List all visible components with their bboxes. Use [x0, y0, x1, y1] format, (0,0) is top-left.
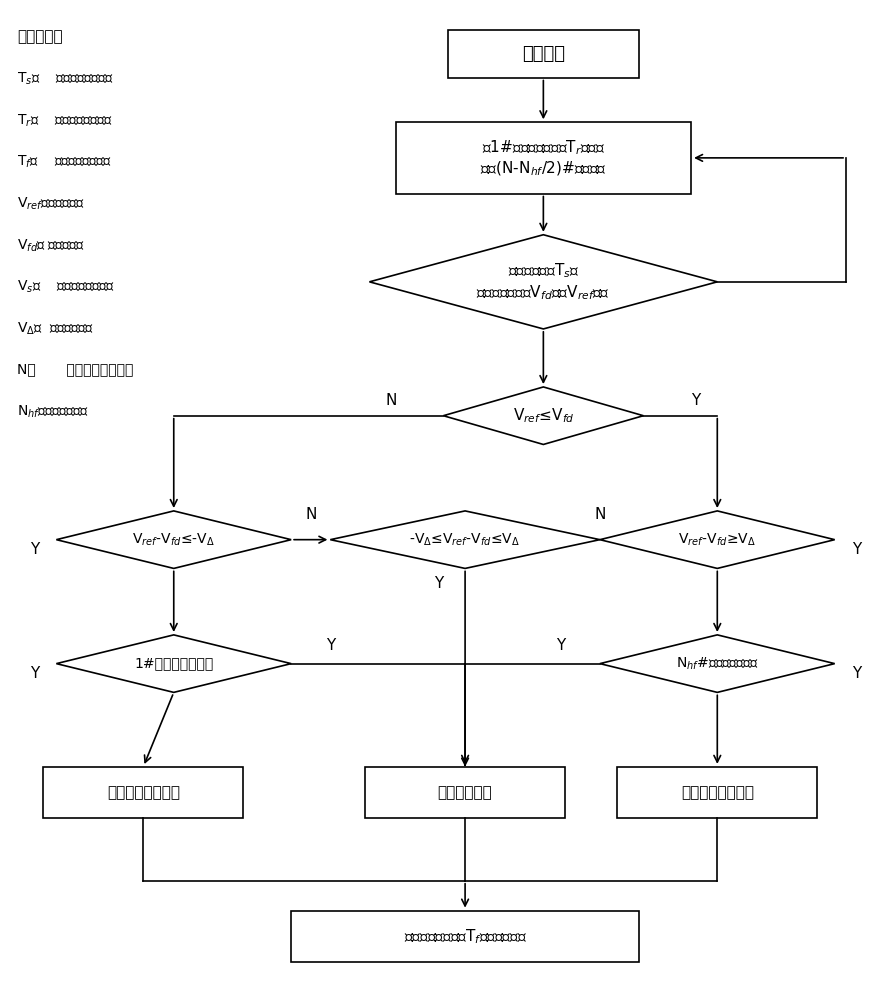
Text: T$_s$：    闭环采样运算周期: T$_s$： 闭环采样运算周期	[18, 71, 114, 87]
Bar	[447, 30, 638, 78]
Text: Y: Y	[433, 576, 443, 591]
Polygon shape	[599, 635, 834, 692]
Bar	[291, 911, 638, 962]
Bar	[617, 767, 816, 818]
Text: Y: Y	[851, 666, 860, 681]
Text: N$_{hf}$#高频模块已开启: N$_{hf}$#高频模块已开启	[675, 655, 758, 672]
Text: 保持高频模块: 保持高频模块	[438, 785, 492, 800]
Text: 增加一个高频模块: 增加一个高频模块	[680, 785, 753, 800]
Polygon shape	[443, 387, 643, 444]
Text: Y: Y	[30, 666, 39, 681]
Text: N：       预计启动模块个数: N： 预计启动模块个数	[18, 362, 133, 376]
Text: T$_r$：    开环上升时间间隔: T$_r$： 开环上升时间间隔	[18, 112, 112, 129]
Bar	[365, 767, 565, 818]
Text: Y: Y	[325, 638, 335, 653]
Polygon shape	[330, 511, 599, 568]
Text: 脉冲时间到，间隔T$_f$关闭所有模块: 脉冲时间到，间隔T$_f$关闭所有模块	[403, 927, 526, 946]
Text: V$_{ref}$-V$_{fd}$≥V$_\Delta$: V$_{ref}$-V$_{fd}$≥V$_\Delta$	[678, 531, 755, 548]
Text: 参数说明：: 参数说明：	[18, 29, 63, 44]
Text: N: N	[594, 507, 605, 522]
Bar	[43, 767, 243, 818]
Text: N$_{hf}$：高频模块个数: N$_{hf}$：高频模块个数	[18, 404, 89, 420]
Polygon shape	[56, 635, 291, 692]
Text: 启动信号: 启动信号	[521, 45, 564, 63]
Polygon shape	[369, 235, 717, 329]
Text: 间隔控制周期T$_s$，
采集反馈采样值V$_{fd}$并与V$_{ref}$比较: 间隔控制周期T$_s$， 采集反馈采样值V$_{fd}$并与V$_{ref}$比…	[476, 262, 610, 302]
Text: V$_\Delta$：  电压控制裕度: V$_\Delta$： 电压控制裕度	[18, 321, 94, 337]
Polygon shape	[56, 511, 291, 568]
Text: Y: Y	[851, 542, 860, 557]
Text: V$_{ref}$≤V$_{fd}$: V$_{ref}$≤V$_{fd}$	[512, 406, 574, 425]
Text: V$_s$：    单个模块输出电压: V$_s$： 单个模块输出电压	[18, 279, 115, 295]
Text: Y: Y	[690, 393, 699, 408]
Text: V$_{ref}$：电压给定值: V$_{ref}$：电压给定值	[18, 196, 84, 212]
Text: Y: Y	[30, 542, 39, 557]
Text: V$_{ref}$-V$_{fd}$≤-V$_\Delta$: V$_{ref}$-V$_{fd}$≤-V$_\Delta$	[132, 531, 215, 548]
Text: V$_{fd}$： 反馈采样值: V$_{fd}$： 反馈采样值	[18, 237, 85, 254]
Text: N: N	[385, 393, 396, 408]
Text: T$_f$：    开环下降时间间隔: T$_f$： 开环下降时间间隔	[18, 154, 112, 170]
Text: 1#高频模块已关闭: 1#高频模块已关闭	[134, 657, 213, 671]
Polygon shape	[599, 511, 834, 568]
Text: Y: Y	[555, 638, 565, 653]
Text: 从1#模块开始，间隔T$_r$开启模
块至(N-N$_{hf}$/2)#低频模块: 从1#模块开始，间隔T$_r$开启模 块至(N-N$_{hf}$/2)#低频模块	[480, 138, 606, 178]
Text: -V$_\Delta$≤V$_{ref}$-V$_{fd}$≤V$_\Delta$: -V$_\Delta$≤V$_{ref}$-V$_{fd}$≤V$_\Delta…	[409, 531, 520, 548]
Text: N: N	[304, 507, 316, 522]
Text: 关闭一个高频模块: 关闭一个高频模块	[107, 785, 180, 800]
Bar	[395, 122, 690, 194]
